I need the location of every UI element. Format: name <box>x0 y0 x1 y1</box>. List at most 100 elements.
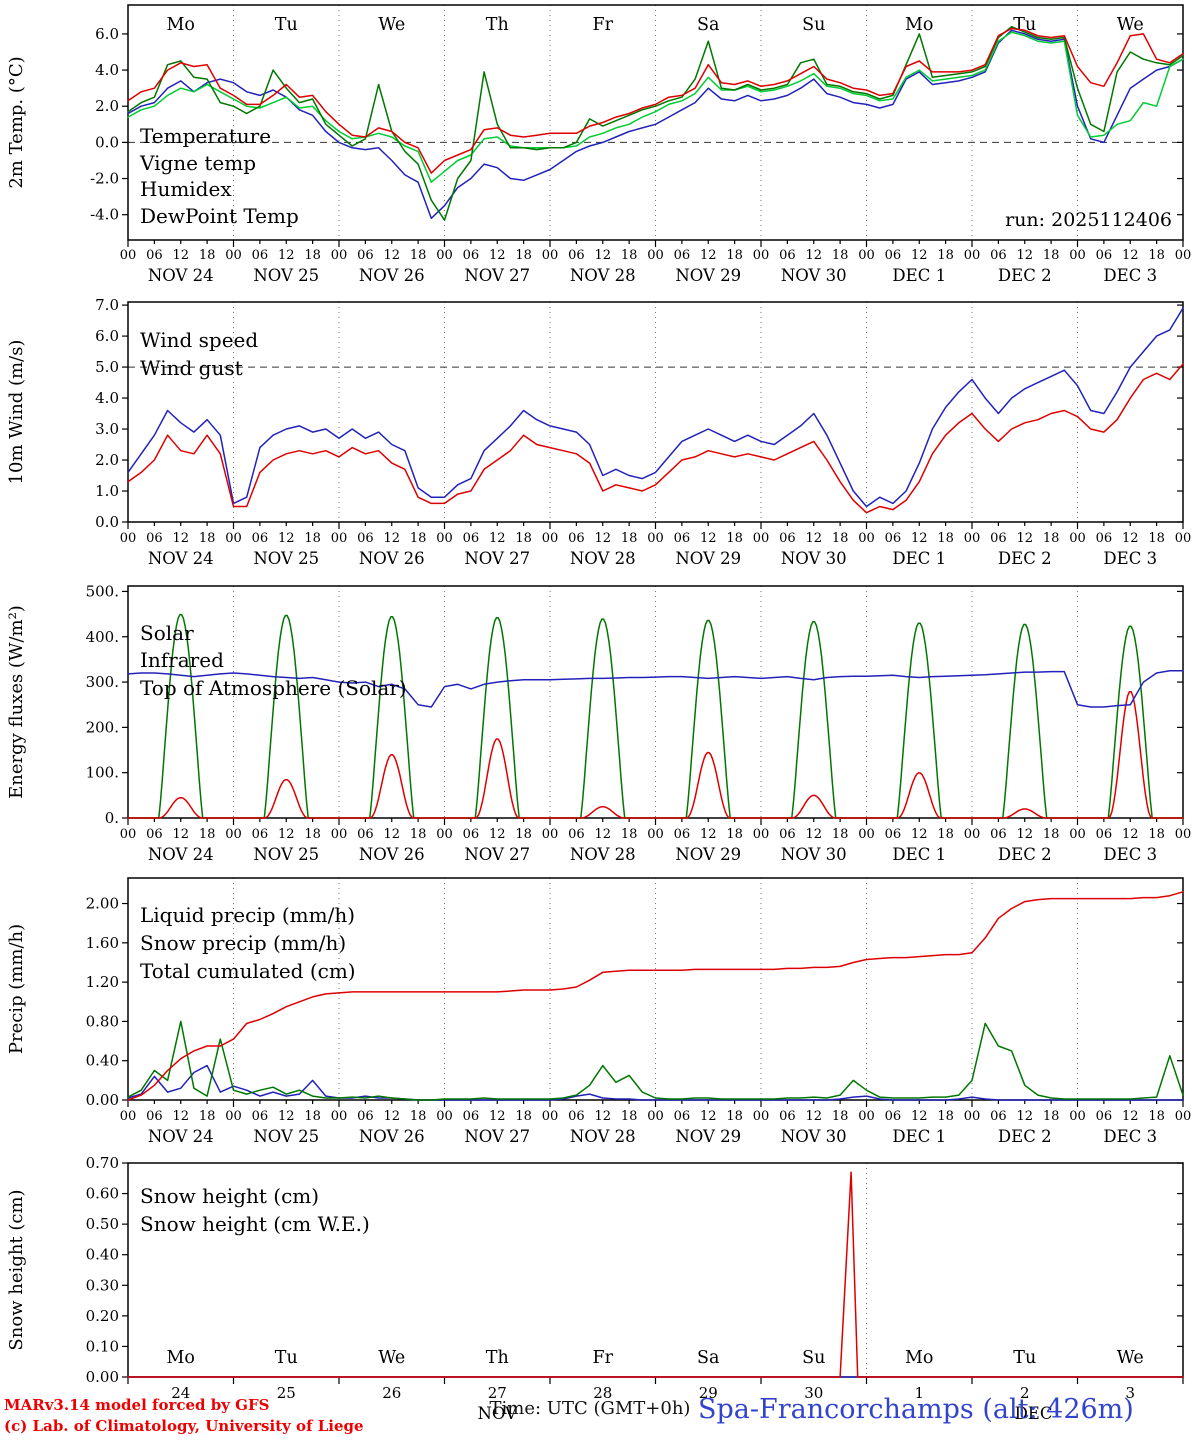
svg-text:12: 12 <box>1122 827 1139 842</box>
svg-text:06: 06 <box>568 827 585 842</box>
svg-text:18: 18 <box>1043 1109 1060 1124</box>
svg-text:00: 00 <box>1175 248 1192 263</box>
svg-text:18: 18 <box>410 1109 427 1124</box>
svg-text:12: 12 <box>1122 1109 1139 1124</box>
svg-text:18: 18 <box>832 248 849 263</box>
svg-text:DEC 3: DEC 3 <box>1103 266 1157 285</box>
svg-text:00: 00 <box>858 248 875 263</box>
svg-text:1.0: 1.0 <box>95 482 119 500</box>
svg-text:18: 18 <box>937 531 954 546</box>
svg-text:06: 06 <box>568 1109 585 1124</box>
svg-text:NOV 30: NOV 30 <box>781 1127 847 1146</box>
svg-text:00: 00 <box>436 531 453 546</box>
svg-text:06: 06 <box>1096 827 1113 842</box>
svg-text:Sa: Sa <box>697 15 719 35</box>
svg-text:12: 12 <box>489 248 506 263</box>
station-label: Spa-Francorchamps (alt: 426m) <box>698 1394 1134 1425</box>
svg-text:06: 06 <box>885 827 902 842</box>
svg-text:00: 00 <box>858 827 875 842</box>
svg-text:Snow height (cm): Snow height (cm) <box>140 1184 319 1208</box>
svg-text:Humidex: Humidex <box>140 177 232 201</box>
svg-text:00: 00 <box>1175 1109 1192 1124</box>
svg-text:00: 00 <box>753 248 770 263</box>
svg-text:06: 06 <box>146 531 163 546</box>
svg-text:18: 18 <box>832 531 849 546</box>
svg-text:00: 00 <box>436 248 453 263</box>
svg-text:12: 12 <box>1016 1109 1033 1124</box>
svg-text:NOV 27: NOV 27 <box>464 845 530 864</box>
svg-text:NOV 26: NOV 26 <box>359 1127 425 1146</box>
svg-text:DEC 1: DEC 1 <box>892 549 946 568</box>
svg-text:12: 12 <box>700 248 717 263</box>
svg-text:06: 06 <box>1096 248 1113 263</box>
svg-text:00: 00 <box>120 248 137 263</box>
svg-text:18: 18 <box>726 1109 743 1124</box>
svg-text:00: 00 <box>858 1109 875 1124</box>
svg-text:DEC 3: DEC 3 <box>1103 845 1157 864</box>
svg-text:Tu: Tu <box>1013 1348 1036 1368</box>
svg-text:00: 00 <box>1069 248 1086 263</box>
svg-text:DEC 2: DEC 2 <box>998 266 1052 285</box>
svg-text:00: 00 <box>120 531 137 546</box>
svg-text:NOV 27: NOV 27 <box>464 266 530 285</box>
svg-text:NOV 25: NOV 25 <box>253 845 319 864</box>
svg-text:0.60: 0.60 <box>86 1185 119 1203</box>
svg-text:4.0: 4.0 <box>95 389 119 407</box>
svg-text:18: 18 <box>1148 827 1165 842</box>
svg-text:00: 00 <box>1175 531 1192 546</box>
svg-text:Th: Th <box>486 15 509 35</box>
svg-text:12: 12 <box>700 531 717 546</box>
svg-text:00: 00 <box>753 531 770 546</box>
svg-text:12: 12 <box>911 531 928 546</box>
svg-text:00: 00 <box>647 1109 664 1124</box>
svg-text:NOV 25: NOV 25 <box>253 1127 319 1146</box>
svg-text:Vigne temp: Vigne temp <box>139 151 256 175</box>
svg-text:NOV 26: NOV 26 <box>359 549 425 568</box>
svg-text:3.0: 3.0 <box>95 420 119 438</box>
svg-text:12: 12 <box>594 1109 611 1124</box>
svg-text:12: 12 <box>383 1109 400 1124</box>
svg-text:25: 25 <box>277 1384 296 1402</box>
svg-text:06: 06 <box>885 1109 902 1124</box>
svg-text:12: 12 <box>383 827 400 842</box>
svg-text:18: 18 <box>304 827 321 842</box>
svg-text:06: 06 <box>990 827 1007 842</box>
svg-text:2: 2 <box>1020 1384 1030 1402</box>
svg-text:18: 18 <box>304 531 321 546</box>
svg-text:00: 00 <box>436 827 453 842</box>
svg-text:Total cumulated (cm): Total cumulated (cm) <box>140 959 356 983</box>
svg-text:DEC: DEC <box>1015 1404 1053 1423</box>
svg-text:NOV 28: NOV 28 <box>570 266 636 285</box>
svg-text:Infrared: Infrared <box>140 648 224 672</box>
svg-text:30: 30 <box>804 1384 823 1402</box>
svg-text:12: 12 <box>489 1109 506 1124</box>
svg-text:29: 29 <box>699 1384 718 1402</box>
svg-text:DEC 1: DEC 1 <box>892 1127 946 1146</box>
svg-text:DEC 2: DEC 2 <box>998 1127 1052 1146</box>
svg-text:NOV 24: NOV 24 <box>148 549 214 568</box>
svg-text:2m Temp. (°C): 2m Temp. (°C) <box>6 56 27 188</box>
svg-text:12: 12 <box>172 248 189 263</box>
svg-text:18: 18 <box>726 248 743 263</box>
svg-text:00: 00 <box>964 827 981 842</box>
svg-text:12: 12 <box>805 248 822 263</box>
svg-text:12: 12 <box>594 827 611 842</box>
svg-text:Liquid precip (mm/h): Liquid precip (mm/h) <box>140 903 355 927</box>
svg-text:00: 00 <box>1069 531 1086 546</box>
svg-text:Mo: Mo <box>905 15 933 35</box>
svg-text:12: 12 <box>383 531 400 546</box>
svg-text:Temperature: Temperature <box>140 124 271 148</box>
svg-text:NOV 26: NOV 26 <box>359 266 425 285</box>
svg-text:NOV 27: NOV 27 <box>464 1127 530 1146</box>
svg-text:00: 00 <box>964 531 981 546</box>
time-axis-caption: Time: UTC (GMT+0h) <box>489 1398 691 1419</box>
svg-text:06: 06 <box>252 531 269 546</box>
svg-text:06: 06 <box>568 531 585 546</box>
svg-text:0.50: 0.50 <box>86 1215 119 1233</box>
svg-text:18: 18 <box>621 248 638 263</box>
svg-text:Mo: Mo <box>905 1348 933 1368</box>
svg-text:0.00: 0.00 <box>86 1091 119 1109</box>
svg-text:Su: Su <box>802 15 825 35</box>
svg-text:18: 18 <box>199 1109 216 1124</box>
